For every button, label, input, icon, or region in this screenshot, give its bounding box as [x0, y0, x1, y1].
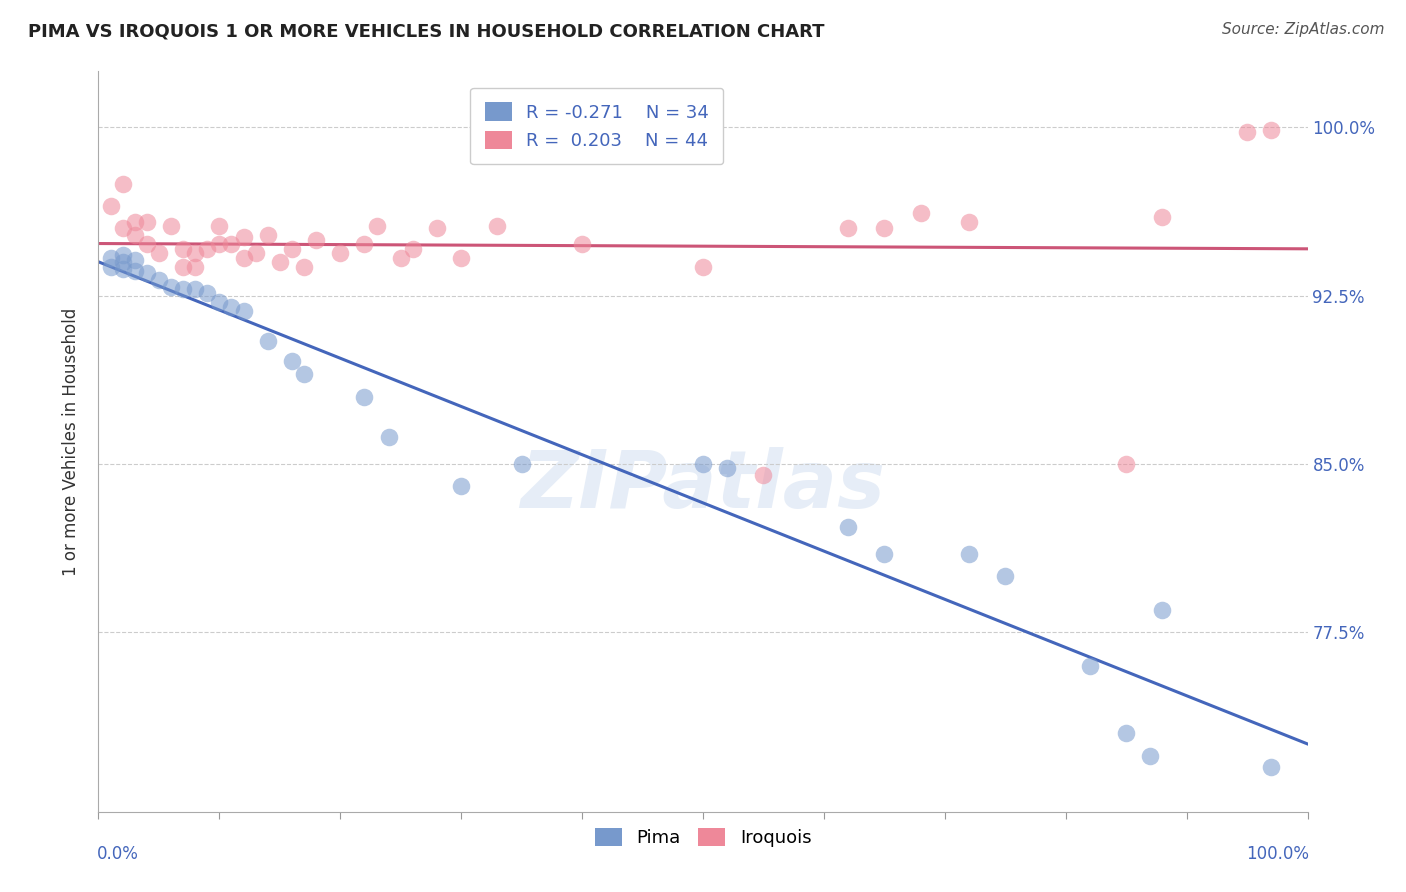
Point: [281, 242, 304, 256]
Point: [148, 246, 170, 260]
Point: [124, 228, 146, 243]
Text: PIMA VS IROQUOIS 1 OR MORE VEHICLES IN HOUSEHOLD CORRELATION CHART: PIMA VS IROQUOIS 1 OR MORE VEHICLES IN H…: [28, 22, 825, 40]
Text: 100.0%: 100.0%: [1246, 845, 1309, 863]
Point: [957, 547, 980, 561]
Point: [256, 334, 278, 348]
Point: [172, 282, 194, 296]
Point: [124, 215, 146, 229]
Point: [450, 479, 472, 493]
Point: [221, 300, 243, 314]
Point: [148, 273, 170, 287]
Point: [184, 260, 207, 274]
Point: [450, 251, 472, 265]
Point: [510, 457, 533, 471]
Point: [172, 260, 194, 274]
Point: [1152, 210, 1174, 224]
Legend: R = -0.271    N = 34, R =  0.203    N = 44: R = -0.271 N = 34, R = 0.203 N = 44: [470, 87, 724, 164]
Point: [160, 279, 183, 293]
Point: [389, 251, 412, 265]
Point: [837, 221, 859, 235]
Point: [172, 242, 194, 256]
Point: [208, 295, 231, 310]
Point: [994, 569, 1017, 583]
Point: [957, 215, 980, 229]
Point: [873, 547, 896, 561]
Point: [692, 260, 714, 274]
Point: [353, 237, 375, 252]
Point: [208, 219, 231, 234]
Point: [426, 221, 449, 235]
Point: [1115, 457, 1137, 471]
Point: [281, 353, 304, 368]
Point: [692, 457, 714, 471]
Point: [100, 199, 122, 213]
Point: [111, 248, 134, 262]
Point: [124, 264, 146, 278]
Point: [366, 219, 388, 234]
Text: Source: ZipAtlas.com: Source: ZipAtlas.com: [1222, 22, 1385, 37]
Point: [135, 237, 157, 252]
Point: [195, 242, 218, 256]
Point: [232, 251, 254, 265]
Point: [195, 286, 218, 301]
Point: [100, 251, 122, 265]
Point: [111, 255, 134, 269]
Point: [1236, 125, 1258, 139]
Point: [402, 242, 425, 256]
Point: [245, 246, 267, 260]
Point: [160, 219, 183, 234]
Point: [184, 282, 207, 296]
Point: [208, 237, 231, 252]
Point: [221, 237, 243, 252]
Point: [269, 255, 291, 269]
Text: ZIPatlas: ZIPatlas: [520, 447, 886, 525]
Point: [571, 237, 593, 252]
Point: [910, 205, 932, 219]
Point: [1260, 760, 1282, 774]
Point: [256, 228, 278, 243]
Point: [111, 221, 134, 235]
Point: [1139, 748, 1161, 763]
Point: [1078, 659, 1101, 673]
Point: [305, 233, 328, 247]
Point: [329, 246, 352, 260]
Point: [124, 252, 146, 267]
Point: [111, 261, 134, 276]
Point: [232, 304, 254, 318]
Text: 0.0%: 0.0%: [97, 845, 139, 863]
Point: [1260, 122, 1282, 136]
Y-axis label: 1 or more Vehicles in Household: 1 or more Vehicles in Household: [62, 308, 80, 575]
Point: [377, 430, 399, 444]
Point: [353, 390, 375, 404]
Point: [100, 260, 122, 274]
Point: [292, 260, 315, 274]
Point: [1115, 726, 1137, 740]
Point: [184, 246, 207, 260]
Point: [873, 221, 896, 235]
Point: [752, 468, 775, 483]
Point: [716, 461, 738, 475]
Point: [1152, 603, 1174, 617]
Point: [486, 219, 509, 234]
Point: [111, 177, 134, 191]
Point: [135, 266, 157, 280]
Point: [135, 215, 157, 229]
Point: [232, 230, 254, 244]
Point: [837, 520, 859, 534]
Point: [292, 368, 315, 382]
